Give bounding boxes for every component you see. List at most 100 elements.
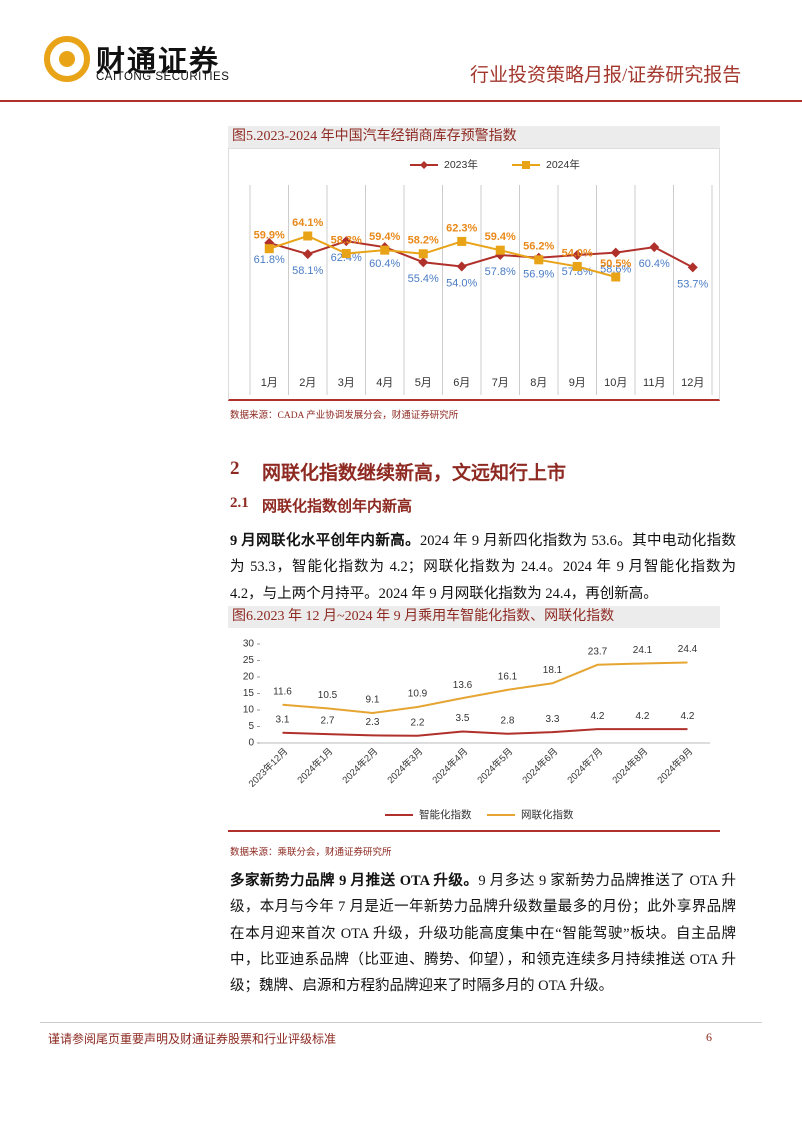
data-label: 23.7 — [588, 646, 608, 657]
data-label: 54.0% — [562, 247, 593, 259]
header-rule — [0, 100, 802, 102]
figure-frame — [228, 628, 720, 832]
data-label: 55.4% — [408, 273, 439, 285]
data-label: 18.1 — [543, 665, 563, 676]
data-label: 58.1% — [292, 265, 323, 277]
x-tick-label: 2024年7月 — [565, 745, 606, 786]
report-type: 行业投资策略月报/证券研究报告 — [470, 65, 742, 86]
point — [649, 242, 660, 253]
subsection-number: 2.1 — [230, 495, 249, 511]
x-tick-label: 3月 — [338, 377, 355, 389]
x-tick-label: 2024年8月 — [610, 745, 651, 786]
x-tick-label: 2024年3月 — [385, 745, 426, 786]
series-line — [282, 661, 688, 714]
section-number: 2 — [230, 458, 240, 479]
data-label: 59.4% — [485, 231, 516, 243]
x-tick-label: 7月 — [492, 377, 509, 389]
paragraph-lead: 9 月网联化水平创年内新高。 — [230, 533, 420, 549]
logo-name-en: CAITONG SECURITIES — [96, 71, 230, 83]
chart: 1月 2月 3月 4月 5月 6月 7月 8月 9月 10月 11月 12月 61.8% 58.1% 62.… — [249, 158, 713, 395]
point — [418, 249, 428, 259]
x-tick-label: 8月 — [530, 377, 547, 389]
point — [264, 244, 274, 254]
x-tick-label: 11月 — [643, 377, 665, 389]
point — [611, 272, 621, 282]
subsection-title: 网联化指数创年内新高 — [262, 499, 413, 515]
figure-frame — [228, 148, 720, 401]
paragraph-text: 9 月多达 9 家新势力品牌推送了 OTA 升级，本月与今年 7 月是近一年新势… — [230, 873, 737, 995]
x-tick-label: 2023年12月 — [246, 745, 290, 789]
y-tick-label: 30 — [243, 639, 255, 650]
point — [687, 262, 698, 273]
legend-marker — [420, 161, 428, 169]
point — [418, 257, 429, 268]
data-label: 16.1 — [498, 672, 518, 683]
data-label: 10.9 — [408, 689, 428, 700]
figure-title: 图5.2023-2024 年中国汽车经销商库存预警指数 — [228, 126, 720, 148]
logo-name: 财通证券 — [96, 44, 221, 78]
x-tick-label: 4月 — [376, 377, 393, 389]
data-label: 4.2 — [591, 711, 605, 722]
data-label: 24.4 — [678, 644, 698, 655]
x-tick-label: 2024年4月 — [430, 745, 471, 786]
y-tick-label: 10 — [243, 705, 255, 716]
data-label: 62.3% — [446, 222, 477, 234]
point — [495, 245, 505, 255]
logo-icon — [44, 36, 90, 82]
data-label: 4.2 — [636, 711, 650, 722]
data-label: 59.9% — [254, 230, 285, 242]
y-tick-label: 20 — [243, 672, 255, 683]
legend-label: 2023年 — [444, 158, 478, 171]
data-label: 58.2% — [408, 235, 439, 247]
chart: 0 5 10 15 20 25 30 2023年12月 2024年1月 2024年2月 2024年3… — [243, 639, 710, 821]
footer-rule — [40, 1022, 762, 1023]
data-label: 2.8 — [501, 715, 515, 726]
point — [572, 261, 582, 271]
figure-title: 图6.2023 年 12 月~2024 年 9 月乘用车智能化指数、网联化指数 — [228, 606, 720, 628]
legend-marker — [522, 161, 530, 169]
point — [457, 236, 467, 246]
point — [303, 231, 313, 241]
paragraph-lead: 多家新势力品牌 9 月推送 OTA 升级。 — [230, 873, 479, 889]
data-label: 61.8% — [254, 254, 285, 266]
x-tick-label: 2月 — [299, 377, 316, 389]
point — [302, 249, 313, 260]
x-tick-label: 10月 — [604, 377, 627, 389]
x-tick-label: 2024年1月 — [295, 745, 336, 786]
data-label: 2.7 — [321, 716, 335, 727]
data-label: 3.1 — [276, 714, 290, 725]
point — [456, 261, 467, 272]
point — [341, 248, 351, 258]
paragraph-text: 2024 年 9 月新四化指数为 53.6。其中电动化指数为 53.3，智能化指… — [230, 533, 737, 602]
data-label: 62.4% — [331, 252, 362, 264]
data-label: 2.3 — [366, 717, 380, 728]
data-label: 4.2 — [681, 711, 695, 722]
y-tick-label: 0 — [248, 738, 254, 749]
point — [610, 247, 621, 258]
data-label: 58.3% — [331, 234, 362, 246]
point — [380, 245, 390, 255]
legend-label: 智能化指数 — [419, 808, 472, 821]
x-tick-label: 6月 — [453, 377, 470, 389]
data-label: 10.5 — [318, 690, 338, 701]
y-tick-label: 15 — [243, 688, 255, 699]
figure-source: 数据来源：CADA 产业协调发展分会，财通证券研究所 — [230, 411, 459, 421]
data-label: 3.5 — [456, 713, 470, 724]
x-tick-label: 1月 — [261, 377, 278, 389]
x-tick-label: 2024年5月 — [475, 745, 516, 786]
data-label: 50.5% — [600, 258, 631, 270]
figure-source: 数据来源：乘联分会，财通证券研究所 — [230, 848, 392, 858]
y-tick-label: 25 — [243, 655, 255, 666]
data-label: 60.4% — [369, 258, 400, 270]
data-label: 9.1 — [366, 695, 380, 706]
x-tick-label: 12月 — [681, 377, 704, 389]
section-title: 网联化指数继续新高，文远知行上市 — [262, 463, 567, 484]
data-label: 53.7% — [677, 278, 708, 290]
legend-label: 2024年 — [546, 158, 580, 171]
point — [572, 249, 583, 260]
x-tick-label: 2024年6月 — [520, 745, 561, 786]
y-tick-label: 5 — [248, 721, 254, 732]
point — [534, 255, 544, 265]
data-label: 54.0% — [446, 277, 477, 289]
